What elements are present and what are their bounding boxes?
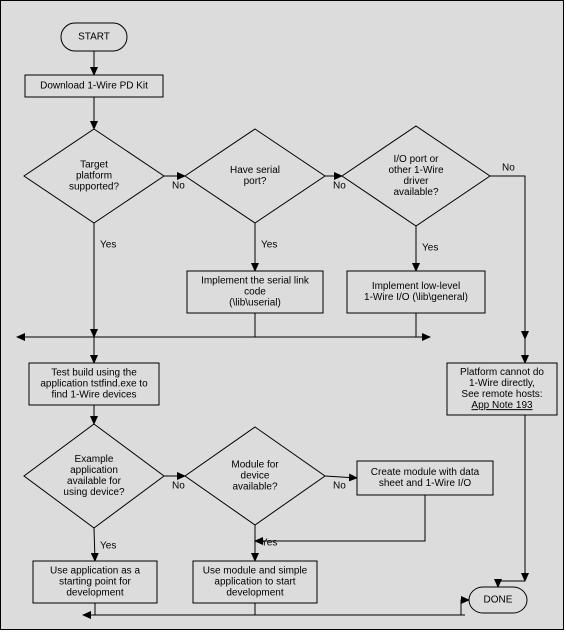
svg-text:available for: available for xyxy=(67,476,122,487)
svg-text:1-Wire I/O (\lib\general): 1-Wire I/O (\lib\general) xyxy=(364,292,468,303)
node-dec_serial: Have serialport? xyxy=(185,129,325,223)
svg-text:platform: platform xyxy=(76,171,112,182)
svg-text:other 1-Wire: other 1-Wire xyxy=(388,165,443,176)
svg-text:Module for: Module for xyxy=(231,460,279,471)
edge-label: No xyxy=(172,481,185,492)
svg-text:application: application xyxy=(70,465,118,476)
svg-text:DONE: DONE xyxy=(484,595,513,606)
edge-label: Yes xyxy=(422,243,438,254)
edge-label: Yes xyxy=(100,541,116,552)
svg-text:Yes: Yes xyxy=(100,240,116,251)
edge-label: Yes xyxy=(261,538,277,549)
svg-text:No: No xyxy=(333,481,346,492)
svg-text:Yes: Yes xyxy=(422,243,438,254)
svg-text:No: No xyxy=(172,181,185,192)
svg-text:using device?: using device? xyxy=(63,487,125,498)
edge-label: Yes xyxy=(261,240,277,251)
node-create_mod: Create module with datasheet and 1-Wire … xyxy=(357,461,493,495)
svg-text:find 1-Wire devices: find 1-Wire devices xyxy=(51,390,136,401)
svg-text:supported?: supported? xyxy=(69,182,119,193)
node-use_app: Use application as astarting point forde… xyxy=(33,561,157,603)
svg-text:starting point for: starting point for xyxy=(59,577,131,588)
svg-text:Yes: Yes xyxy=(100,541,116,552)
svg-text:Download 1-Wire PD Kit: Download 1-Wire PD Kit xyxy=(40,81,148,92)
svg-text:application to start: application to start xyxy=(214,577,295,588)
node-dec_module: Module fordeviceavailable? xyxy=(185,427,325,525)
node-dec_example: Exampleapplicationavailable forusing dev… xyxy=(24,424,164,528)
node-download: Download 1-Wire PD Kit xyxy=(25,75,163,97)
svg-text:Create module with data: Create module with data xyxy=(371,467,480,478)
edge-label: Yes xyxy=(100,240,116,251)
edge-label: No xyxy=(502,163,515,174)
flowchart-svg: No No No Yes Yes Yes No No Yes Yes START Download … xyxy=(1,1,565,631)
svg-text:I/O port or: I/O port or xyxy=(393,154,439,165)
node-dec_io: I/O port orother 1-Wiredriveravailable? xyxy=(342,126,490,226)
svg-text:development: development xyxy=(226,588,283,599)
node-testbuild: Test build using theapplication tstfind.… xyxy=(29,363,159,405)
edge-label: No xyxy=(172,181,185,192)
node-dec_platform: Targetplatformsupported? xyxy=(24,129,164,223)
svg-text:App Note 193: App Note 193 xyxy=(471,400,533,411)
node-impl_io: Implement low-level1-Wire I/O (\lib\gene… xyxy=(347,271,485,313)
svg-text:See remote hosts:: See remote hosts: xyxy=(461,389,542,400)
node-start: START xyxy=(61,23,127,51)
svg-text:Have serial: Have serial xyxy=(230,165,280,176)
svg-text:available?: available? xyxy=(393,187,438,198)
svg-text:No: No xyxy=(502,163,515,174)
svg-text:Implement the serial link: Implement the serial link xyxy=(201,276,310,287)
svg-text:driver: driver xyxy=(403,176,429,187)
svg-text:Yes: Yes xyxy=(261,240,277,251)
svg-text:port?: port? xyxy=(244,176,267,187)
svg-text:START: START xyxy=(78,32,110,43)
node-use_mod: Use module and simpleapplication to star… xyxy=(193,561,317,603)
edge-label: No xyxy=(333,481,346,492)
svg-text:1-Wire directly,: 1-Wire directly, xyxy=(469,378,535,389)
svg-text:application tstfind.exe to: application tstfind.exe to xyxy=(40,379,148,390)
node-done: DONE xyxy=(469,587,527,613)
svg-text:(\lib\userial): (\lib\userial) xyxy=(229,298,281,309)
svg-text:No: No xyxy=(333,181,346,192)
svg-text:available?: available? xyxy=(232,482,277,493)
svg-text:Use application as a: Use application as a xyxy=(50,566,140,577)
svg-text:Yes: Yes xyxy=(261,538,277,549)
svg-text:development: development xyxy=(66,588,123,599)
svg-text:device: device xyxy=(241,471,270,482)
svg-text:Test build using the: Test build using the xyxy=(51,368,137,379)
svg-text:Target: Target xyxy=(80,160,108,171)
svg-text:Platform cannot do: Platform cannot do xyxy=(460,367,544,378)
svg-text:Use module and simple: Use module and simple xyxy=(203,566,308,577)
svg-text:code: code xyxy=(244,287,266,298)
node-remote: Platform cannot do1-Wire directly,See re… xyxy=(447,363,557,415)
svg-text:sheet and 1-Wire I/O: sheet and 1-Wire I/O xyxy=(379,478,471,489)
edge-label: No xyxy=(333,181,346,192)
svg-text:No: No xyxy=(172,481,185,492)
flowchart-frame: No No No Yes Yes Yes No No Yes Yes START Download … xyxy=(0,0,564,630)
node-impl_serial: Implement the serial linkcode(\lib\useri… xyxy=(187,271,323,313)
svg-text:Implement low-level: Implement low-level xyxy=(372,281,460,292)
svg-text:Example: Example xyxy=(75,454,114,465)
